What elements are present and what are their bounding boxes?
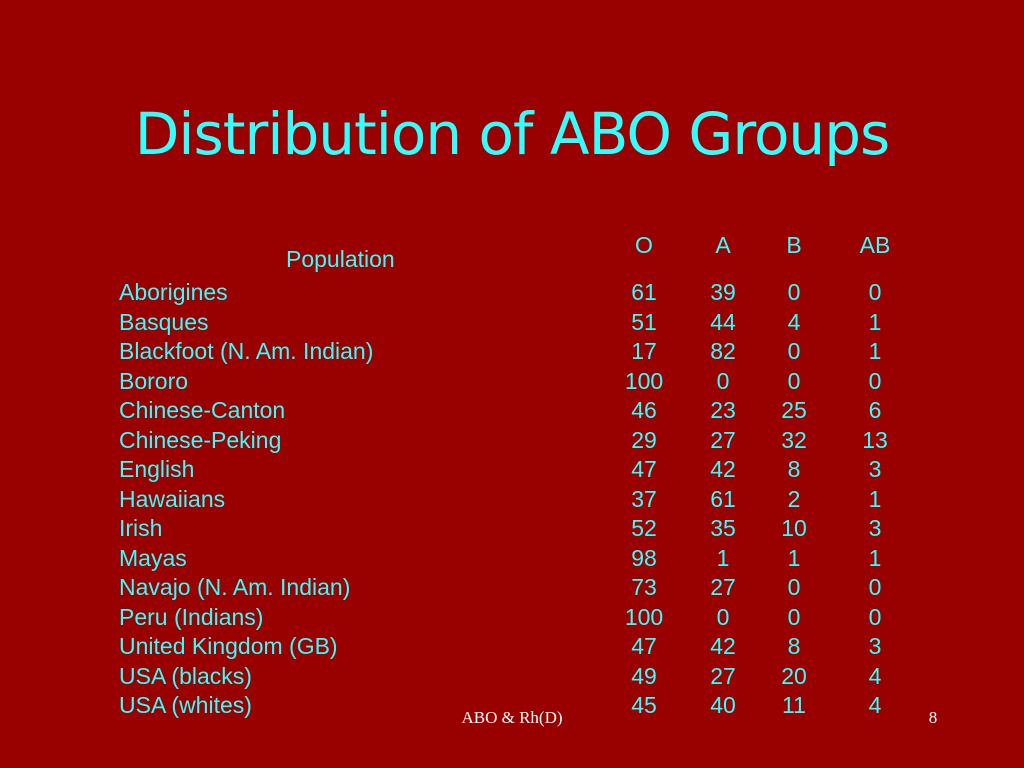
column-header-a: A	[715, 232, 731, 258]
value-b: 32	[781, 426, 807, 453]
table-row: Bororo 100 0 0 0	[0, 367, 1024, 397]
table-row: English 47 42 8 3	[0, 455, 1024, 485]
value-b: 8	[787, 633, 801, 659]
value-o: 47	[631, 456, 657, 482]
value-ab: 1	[868, 485, 882, 512]
population-name: English	[119, 456, 195, 482]
population-name: Peru (Indians)	[119, 603, 264, 630]
value-a: 61	[710, 485, 736, 512]
value-b: 0	[787, 603, 801, 630]
table-row: Navajo (N. Am. Indian) 73 27 0 0	[0, 573, 1024, 603]
value-ab: 1	[868, 544, 882, 571]
column-header-o: O	[635, 232, 653, 258]
value-o: 61	[631, 279, 657, 305]
value-o: 17	[631, 338, 657, 364]
value-a: 0	[716, 367, 730, 394]
value-ab: 3	[868, 515, 882, 541]
population-name: Basques	[119, 308, 209, 335]
value-a: 27	[710, 426, 736, 453]
value-b: 0	[787, 574, 801, 600]
value-o: 37	[631, 485, 657, 512]
value-o: 51	[631, 308, 657, 335]
value-b: 20	[781, 662, 807, 689]
value-ab: 0	[868, 603, 882, 630]
population-name: Navajo (N. Am. Indian)	[119, 574, 351, 600]
value-ab: 0	[868, 367, 882, 394]
value-o: 29	[631, 426, 657, 453]
population-name: Irish	[119, 515, 163, 541]
value-b: 8	[787, 456, 801, 482]
page-number: 8	[928, 708, 938, 727]
value-o: 73	[631, 574, 657, 600]
value-a: 23	[710, 397, 736, 423]
table-row: Peru (Indians) 100 0 0 0	[0, 603, 1024, 633]
population-name: Mayas	[119, 544, 187, 571]
value-a: 0	[716, 603, 730, 630]
population-name: USA (whites)	[119, 692, 252, 718]
value-a: 40	[710, 692, 736, 718]
population-name: Hawaiians	[119, 485, 226, 512]
table-row: Blackfoot (N. Am. Indian) 17 82 0 1	[0, 337, 1024, 367]
population-name: Chinese-Canton	[119, 397, 286, 423]
table-row: Hawaiians 37 61 2 1	[0, 485, 1024, 515]
table-row: USA (whites) 45 40 11 4	[0, 691, 1024, 721]
value-b: 0	[787, 367, 801, 394]
value-b: 0	[787, 279, 801, 305]
abo-distribution-table: Aborigines 61 39 0 0 Basques 51 44 4 1 Blackfoot (…	[0, 278, 1024, 721]
value-ab: 1	[868, 308, 882, 335]
value-a: 44	[710, 308, 736, 335]
value-o: 49	[631, 662, 657, 689]
value-ab: 4	[868, 692, 882, 718]
column-header-b: B	[786, 232, 802, 258]
value-b: 11	[782, 692, 806, 718]
value-ab: 0	[868, 574, 882, 600]
table-row: United Kingdom (GB) 47 42 8 3	[0, 632, 1024, 662]
table-row: Aborigines 61 39 0 0	[0, 278, 1024, 308]
value-a: 42	[710, 456, 736, 482]
value-ab: 3	[868, 633, 882, 659]
table-row: Basques 51 44 4 1	[0, 308, 1024, 338]
population-name: United Kingdom (GB)	[119, 633, 338, 659]
table-row: Irish 52 35 10 3	[0, 514, 1024, 544]
value-a: 1	[716, 544, 730, 571]
value-b: 10	[781, 515, 807, 541]
value-o: 98	[631, 544, 657, 571]
value-ab: 1	[868, 338, 882, 364]
population-name: Aborigines	[119, 279, 228, 305]
value-o: 52	[631, 515, 657, 541]
value-a: 27	[710, 662, 736, 689]
value-a: 82	[710, 338, 736, 364]
slide-title: Distribution of ABO Groups	[134, 100, 890, 168]
table-row: Chinese-Canton 46 23 25 6	[0, 396, 1024, 426]
value-a: 42	[710, 633, 736, 659]
value-o: 47	[631, 633, 657, 659]
value-o: 46	[631, 397, 657, 423]
population-name: Blackfoot (N. Am. Indian)	[119, 338, 374, 364]
table-row: Chinese-Peking 29 27 32 13	[0, 426, 1024, 456]
slide-footer: ABO & Rh(D)	[461, 708, 563, 727]
value-o: 45	[631, 692, 657, 718]
value-ab: 4	[868, 662, 882, 689]
value-ab: 6	[868, 397, 882, 423]
population-name: Chinese-Peking	[119, 426, 282, 453]
table-row: Mayas 98 1 1 1	[0, 544, 1024, 574]
value-a: 39	[710, 279, 736, 305]
value-b: 2	[787, 485, 801, 512]
table-row: USA (blacks) 49 27 20 4	[0, 662, 1024, 692]
population-name: Bororo	[119, 367, 189, 394]
value-b: 1	[787, 544, 801, 571]
value-ab: 3	[868, 456, 882, 482]
value-o: 100	[624, 603, 664, 630]
value-ab: 13	[862, 426, 888, 453]
value-b: 4	[787, 308, 801, 335]
value-ab: 0	[868, 279, 882, 305]
population-name: USA (blacks)	[119, 662, 252, 689]
value-b: 25	[781, 397, 807, 423]
value-a: 27	[710, 574, 736, 600]
population-header: Population	[286, 246, 395, 272]
value-b: 0	[787, 338, 801, 364]
value-o: 100	[624, 367, 664, 394]
column-header-ab: AB	[859, 232, 891, 258]
value-a: 35	[710, 515, 736, 541]
